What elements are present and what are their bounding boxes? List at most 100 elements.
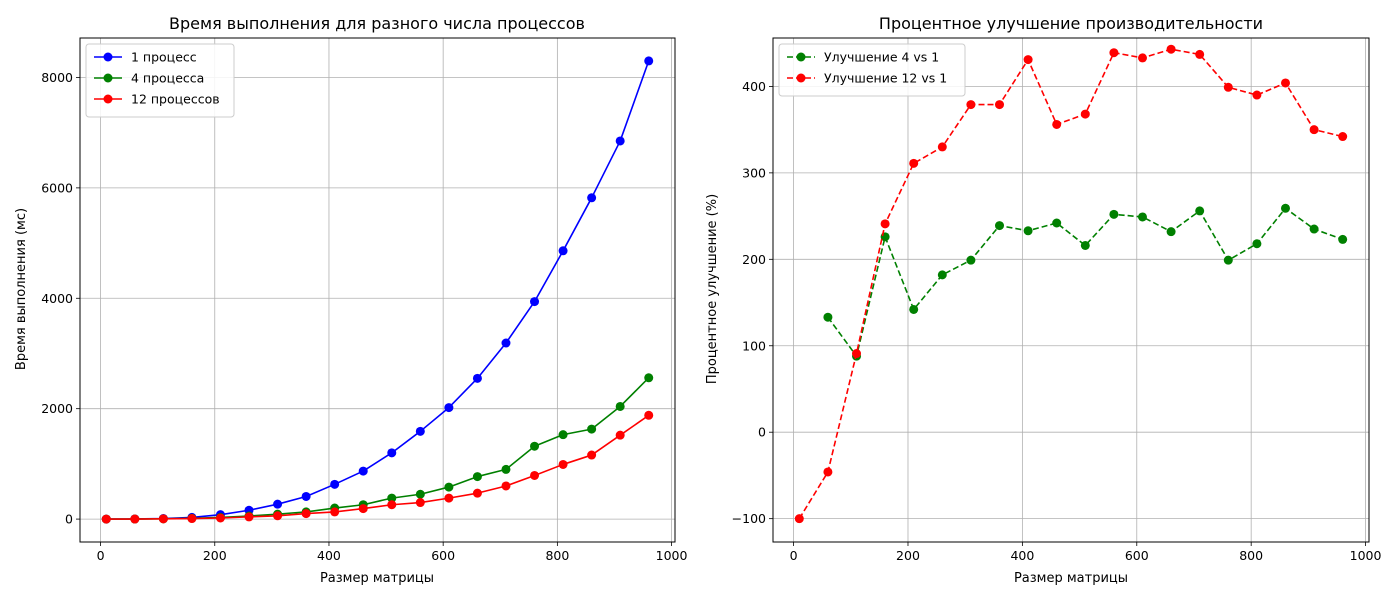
- legend-label: 12 процессов: [131, 92, 220, 107]
- legend-item: Улучшение 4 vs 1: [787, 50, 939, 65]
- x-tick-label: 0: [790, 548, 798, 563]
- data-point: [1223, 82, 1233, 92]
- series-line: [106, 60, 650, 520]
- x-tick-label: 1000: [656, 548, 688, 563]
- data-point: [644, 373, 654, 383]
- legend-item: Улучшение 12 vs 1: [787, 71, 947, 86]
- data-point: [387, 500, 397, 510]
- series-3: [101, 410, 654, 524]
- data-point: [1166, 227, 1176, 237]
- legend-marker: [796, 52, 806, 62]
- data-point: [1338, 234, 1348, 244]
- data-point: [1195, 49, 1205, 59]
- x-tick-label: 1000: [1350, 548, 1382, 563]
- data-point: [794, 514, 804, 524]
- series: [101, 56, 654, 524]
- data-point: [130, 514, 140, 524]
- data-point: [330, 507, 340, 517]
- data-point: [615, 136, 625, 146]
- data-point: [444, 482, 454, 492]
- legend-item: 4 процесса: [94, 71, 204, 86]
- chart-title: Время выполнения для разного числа проце…: [169, 14, 585, 33]
- data-point: [995, 100, 1005, 110]
- legend-label: 4 процесса: [131, 71, 204, 86]
- chart-title: Процентное улучшение производительности: [879, 14, 1263, 33]
- series-line: [106, 414, 650, 520]
- y-axis-label: Процентное улучшение (%): [705, 194, 720, 384]
- data-point: [472, 373, 482, 383]
- legend-item: 12 процессов: [94, 92, 220, 107]
- x-tick-label: 800: [545, 548, 569, 563]
- x-tick-label: 800: [1239, 548, 1263, 563]
- data-point: [966, 100, 976, 110]
- data-point: [937, 270, 947, 280]
- data-point: [301, 491, 311, 501]
- y-tick-label: −100: [732, 511, 766, 526]
- data-point: [415, 498, 425, 508]
- data-point: [644, 410, 654, 420]
- data-point: [558, 459, 568, 469]
- data-point: [358, 504, 368, 514]
- data-point: [501, 481, 511, 491]
- data-point: [1109, 48, 1119, 58]
- data-point: [1252, 239, 1262, 249]
- ticks: 0 200 400 600 800 1000 0 2000 4000 6000 8000: [41, 70, 687, 563]
- data-point: [530, 441, 540, 451]
- data-point: [387, 448, 397, 458]
- data-point: [587, 424, 597, 434]
- ticks: 0 200 400 600 800 1000 −100 0 100 200 300 400: [732, 79, 1382, 563]
- data-point: [101, 514, 111, 524]
- data-point: [1252, 90, 1262, 100]
- data-point: [966, 255, 976, 265]
- data-point: [415, 426, 425, 436]
- data-point: [244, 512, 254, 522]
- data-point: [644, 56, 654, 66]
- data-point: [937, 142, 947, 152]
- data-point: [1109, 209, 1119, 219]
- data-point: [273, 511, 283, 521]
- data-point: [1023, 226, 1033, 236]
- data-point: [1280, 78, 1290, 88]
- data-point: [823, 312, 833, 322]
- data-point: [530, 297, 540, 307]
- x-tick-label: 0: [97, 548, 105, 563]
- y-tick-label: 0: [65, 512, 73, 527]
- y-tick-label: 8000: [41, 70, 73, 85]
- plot-frame: [772, 37, 1370, 543]
- legend-label: 1 процесс: [131, 50, 197, 65]
- data-point: [472, 488, 482, 498]
- legend: Улучшение 4 vs 1 Улучшение 12 vs 1: [778, 43, 966, 97]
- data-point: [444, 403, 454, 413]
- legend-item: 1 процесс: [94, 50, 197, 65]
- data-point: [444, 493, 454, 503]
- data-point: [587, 193, 597, 203]
- data-point: [615, 430, 625, 440]
- legend-marker: [796, 73, 806, 83]
- data-point: [501, 464, 511, 474]
- grid: [80, 38, 675, 542]
- x-tick-label: 200: [896, 548, 920, 563]
- series-line: [798, 48, 1343, 520]
- data-point: [1052, 218, 1062, 228]
- data-point: [587, 450, 597, 460]
- y-tick-label: 400: [742, 79, 766, 94]
- legend-box: [778, 43, 966, 97]
- data-point: [995, 221, 1005, 231]
- data-point: [615, 401, 625, 411]
- legend: 1 процесс 4 процесса 12 процессов: [85, 43, 235, 118]
- data-point: [1080, 240, 1090, 250]
- data-point: [1023, 55, 1033, 65]
- data-point: [158, 514, 168, 524]
- data-point: [1309, 125, 1319, 135]
- plot-frame: [79, 37, 676, 543]
- x-tick-label: 200: [203, 548, 227, 563]
- y-tick-label: 300: [742, 165, 766, 180]
- y-tick-label: 200: [742, 252, 766, 267]
- data-point: [909, 158, 919, 168]
- data-point: [187, 514, 197, 524]
- data-point: [558, 246, 568, 256]
- legend-marker: [103, 73, 113, 83]
- data-point: [1309, 224, 1319, 234]
- data-point: [387, 493, 397, 503]
- legend-box: [85, 43, 235, 118]
